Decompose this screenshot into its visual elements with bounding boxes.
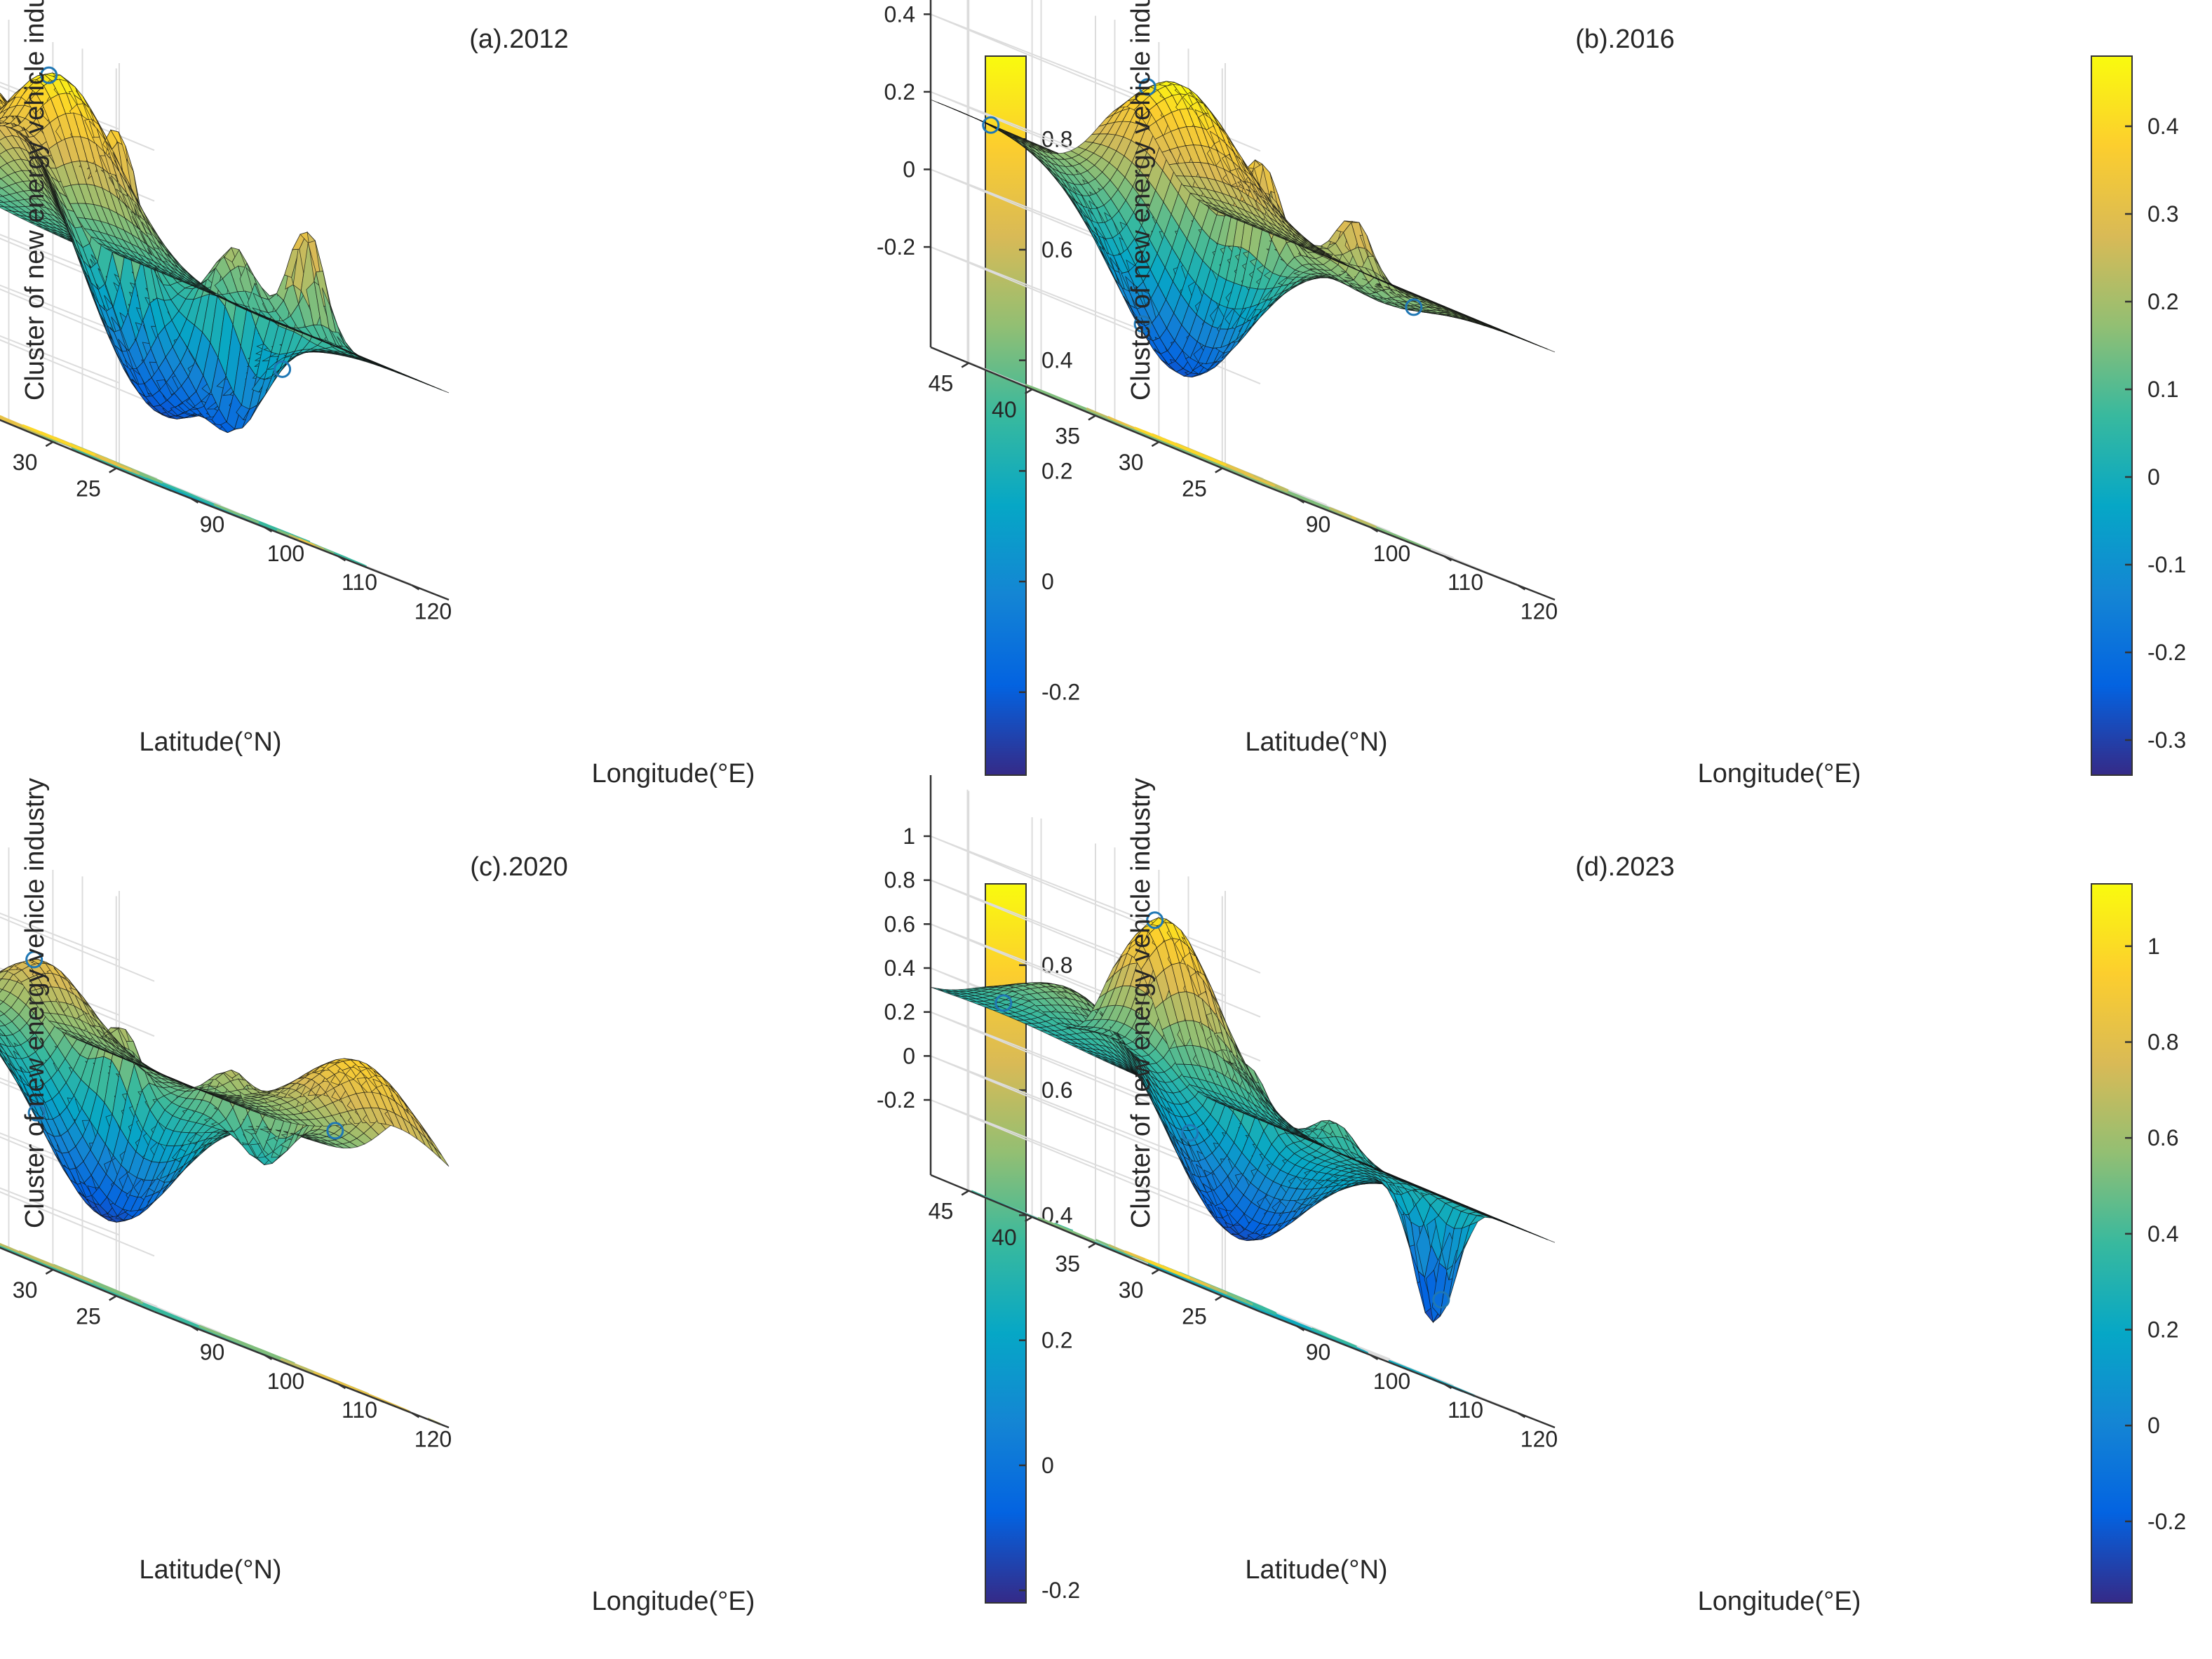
colorbar-tick-label: -0.2 [1041, 680, 1080, 705]
x-tick-mark [190, 497, 199, 504]
colorbar-tick-label: -0.3 [2147, 727, 2186, 753]
x-tick-mark [337, 556, 346, 562]
y-axis-line [0, 419, 155, 485]
z-tick-label: 0.4 [884, 1, 915, 27]
z-axis-label: Cluster of new energy vehicle industry [1126, 0, 1156, 401]
x-axis-line [154, 483, 450, 601]
grid-line [0, 284, 155, 354]
x-tick-mark [411, 584, 420, 591]
x-tick-label: 110 [342, 570, 377, 595]
y-axis-label: Latitude(°N) [1245, 727, 1387, 757]
x-tick-label: 120 [1520, 598, 1558, 624]
colorbar-tick-label: 0.1 [2147, 377, 2178, 402]
colorbar-tick-label: 0 [1041, 569, 1054, 594]
panel-2012: (a).2012 90 100 110 120 45 40 35 30 25 -0.2 0 0.2 0.4… [0, 0, 1080, 788]
x-axis-label: Longitude(°E) [592, 759, 755, 788]
surface-patch [433, 387, 450, 394]
z-tick-label: 0 [903, 156, 915, 182]
data-point-marker [274, 360, 292, 378]
x-tick-label: 100 [1373, 541, 1410, 566]
colorbar-tick-label: 0.8 [1041, 126, 1072, 152]
x-tick-label: 90 [200, 512, 225, 537]
chart-title: (a).2012 [469, 25, 569, 54]
y-tick-label: 40 [992, 397, 1017, 422]
colorbar-tick-label: 0.4 [2147, 114, 2178, 139]
z-axis-label: Cluster of new energy vehicle industry [20, 0, 50, 401]
x-tick-mark [264, 526, 273, 532]
x-tick-label: 110 [1448, 570, 1483, 595]
y-axis-label: Latitude(°N) [139, 727, 281, 757]
colorbar-tick-label: 0.6 [1041, 237, 1072, 262]
colorbar-tick-label: 0.2 [2147, 289, 2178, 314]
x-tick-label: 120 [414, 598, 452, 624]
chart-title: (b).2016 [1575, 25, 1675, 54]
chart-title: (c).2020 [470, 852, 567, 882]
colorbar [985, 55, 1027, 776]
y-tick-label: 25 [1182, 476, 1207, 502]
y-tick-mark [45, 441, 54, 448]
colorbar-tick-label: 0.4 [1041, 348, 1072, 373]
panel-2016: (b).2016 90 100 110 120 45 40 35 30 25 -0.2 0 0.2 0.4… [877, 0, 2186, 788]
y-tick-label: 45 [929, 371, 954, 396]
contour-group [0, 415, 367, 568]
y-tick-label: 30 [13, 450, 38, 475]
x-tick-label: 100 [267, 541, 304, 566]
x-axis-label: Longitude(°E) [1698, 759, 1861, 788]
colorbar-tick-label: 0.3 [2147, 201, 2178, 227]
y-tick-label: 35 [1055, 424, 1080, 449]
x-tick-label: 90 [1306, 512, 1331, 537]
grid-line [0, 234, 155, 304]
colorbar-tick-label: -0.2 [2147, 640, 2186, 665]
colorbar [2091, 55, 2133, 776]
y-tick-mark [109, 467, 117, 473]
grid-line [0, 335, 155, 405]
surface-mesh [0, 72, 450, 434]
colorbar-tick-label: 0.2 [1041, 458, 1072, 483]
y-tick-label: 30 [1119, 450, 1144, 475]
z-tick-label: -0.2 [877, 234, 915, 260]
colorbar-tick-label: 0 [2147, 464, 2160, 490]
contour-line [22, 424, 96, 456]
colorbar-tick-label: -0.1 [2147, 552, 2186, 577]
y-tick-label: 25 [76, 476, 101, 502]
z-tick-label: 0.2 [884, 79, 915, 105]
data-point-marker [40, 66, 58, 84]
